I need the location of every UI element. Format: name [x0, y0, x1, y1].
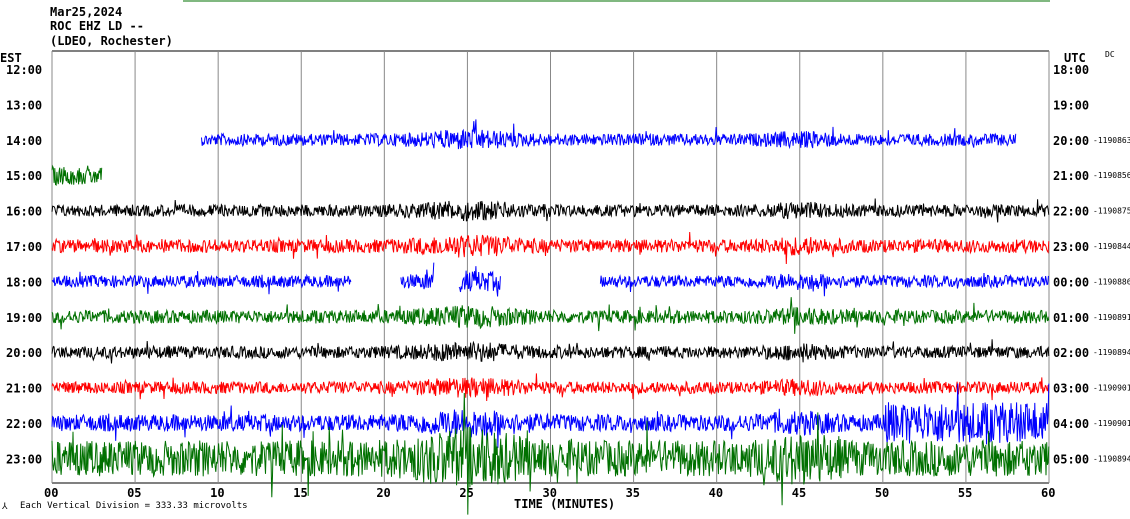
- network-label: (LDEO, Rochester): [50, 34, 173, 48]
- seismic-trace: [51, 164, 103, 186]
- dc-offset-label: -1190875: [1093, 207, 1130, 216]
- utc-time-label: 23:00: [1053, 240, 1089, 254]
- est-time-label: 16:00: [6, 205, 42, 219]
- est-time-label: 13:00: [6, 98, 42, 112]
- utc-time-label: 20:00: [1053, 134, 1089, 148]
- right-axis-label: UTC: [1064, 51, 1086, 65]
- est-time-label: 23:00: [6, 452, 42, 466]
- dc-offset-label: -1190856: [1093, 171, 1130, 180]
- utc-time-label: 02:00: [1053, 346, 1089, 360]
- seismic-trace: [51, 198, 1050, 223]
- est-time-label: 18:00: [6, 275, 42, 289]
- x-tick-label: 30: [543, 486, 557, 500]
- est-time-label: 22:00: [6, 417, 42, 431]
- dc-offset-label: -1190894: [1093, 348, 1130, 357]
- x-tick-label: 35: [626, 486, 640, 500]
- x-tick-label: 05: [127, 486, 141, 500]
- est-time-label: 12:00: [6, 63, 42, 77]
- dc-column-label: DC: [1105, 50, 1115, 59]
- date-label: Mar25,2024: [50, 5, 122, 19]
- x-tick-label: 20: [376, 486, 390, 500]
- seismic-trace: [51, 271, 352, 295]
- utc-time-label: 00:00: [1053, 275, 1089, 289]
- x-tick-label: 10: [210, 486, 224, 500]
- seismic-trace: [51, 373, 1050, 402]
- seismic-trace: [51, 231, 1050, 265]
- traces: [51, 119, 1050, 515]
- x-tick-label: 55: [958, 486, 972, 500]
- x-tick-label: 60: [1041, 486, 1055, 500]
- x-tick-label: 40: [709, 486, 723, 500]
- est-time-label: 20:00: [6, 346, 42, 360]
- row-labels: 12:00 18:00 13:00 19:00 14:00 20:00 -1190863 15…: [6, 63, 1130, 466]
- left-axis-label: EST: [0, 51, 22, 65]
- dc-offset-label: -1190901: [1093, 419, 1130, 428]
- seismic-trace: [599, 272, 1049, 297]
- footnote: Each Vertical Division = 333.33 microvol…: [20, 501, 248, 511]
- utc-time-label: 22:00: [1053, 205, 1089, 219]
- x-tick-label: 25: [459, 486, 473, 500]
- est-time-label: 21:00: [6, 382, 42, 396]
- dc-offset-label: -1190891: [1093, 313, 1130, 322]
- dc-offset-label: -1190886: [1093, 277, 1130, 286]
- utc-time-label: 04:00: [1053, 417, 1089, 431]
- utc-time-label: 03:00: [1053, 382, 1089, 396]
- seismic-trace: [51, 297, 1050, 334]
- x-tick-label: 00: [44, 486, 58, 500]
- est-time-label: 19:00: [6, 311, 42, 325]
- grid: 00 05 10 15 20 25 30 35 40 45 50 55 60: [44, 50, 1055, 500]
- utc-time-label: 05:00: [1053, 452, 1089, 466]
- est-time-label: 14:00: [6, 134, 42, 148]
- dc-offset-label: -1190863: [1093, 136, 1130, 145]
- utc-time-label: 21:00: [1053, 169, 1089, 183]
- seismic-trace: [201, 119, 1017, 150]
- utc-time-label: 01:00: [1053, 311, 1089, 325]
- seismic-trace: [51, 339, 1050, 364]
- utc-time-label: 18:00: [1053, 63, 1089, 77]
- x-axis-label: TIME (MINUTES): [514, 497, 615, 511]
- dc-offset-label: -1190894: [1093, 454, 1130, 463]
- est-time-label: 15:00: [6, 169, 42, 183]
- dc-offset-label: -1190844: [1093, 242, 1130, 251]
- est-time-label: 17:00: [6, 240, 42, 254]
- dc-offset-label: -1190901: [1093, 384, 1130, 393]
- x-tick-label: 45: [792, 486, 806, 500]
- utc-time-label: 19:00: [1053, 98, 1089, 112]
- scale-icon: ⅄: [1, 502, 8, 512]
- station-label: ROC EHZ LD --: [50, 19, 144, 33]
- x-tick-label: 50: [875, 486, 889, 500]
- seismic-trace: [51, 383, 1050, 448]
- seismic-trace: [400, 262, 435, 290]
- seismic-trace: [458, 266, 501, 297]
- x-tick-label: 15: [293, 486, 307, 500]
- seismic-trace: [51, 392, 1050, 515]
